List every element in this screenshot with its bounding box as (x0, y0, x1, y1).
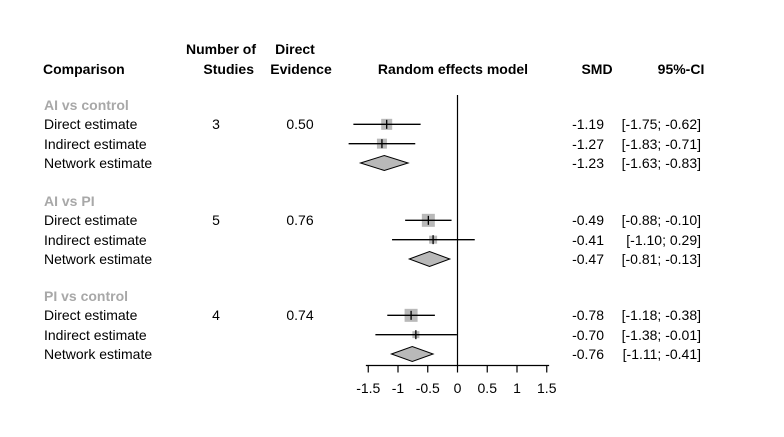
col-header-random-effects-model: Random effects model (377, 61, 529, 77)
studies-value: 4 (212, 307, 220, 324)
studies-value: 3 (212, 116, 220, 133)
row-label: Indirect estimate (44, 326, 147, 343)
x-axis-tick-label: 1 (513, 380, 521, 396)
direct-evidence-value: 0.74 (286, 307, 314, 324)
smd-value: -0.76 (572, 345, 604, 362)
ci-value: [-1.11; -0.41] (622, 345, 701, 362)
network-estimate-diamond (389, 345, 435, 363)
x-axis-tick-label: -1 (392, 380, 405, 396)
row-label: Network estimate (44, 250, 153, 267)
row-label: Direct estimate (44, 116, 138, 133)
smd-value: -0.49 (572, 212, 604, 229)
ci-value: [-1.75; -0.62] (621, 116, 701, 133)
row-label: Network estimate (44, 345, 153, 362)
x-axis-tick-label: -1.5 (356, 380, 380, 396)
ci-value: [-0.88; -0.10] (621, 212, 701, 229)
x-axis-tick-label: 0.5 (478, 380, 498, 396)
group-label: PI vs control (44, 288, 129, 304)
smd-value: -0.41 (572, 231, 604, 248)
col-header-direct-evidence-line2: Evidence (270, 61, 332, 77)
row-label: Network estimate (44, 154, 153, 171)
row-label: Direct estimate (44, 212, 138, 229)
direct-evidence-value: 0.76 (286, 212, 314, 229)
ci-value: [-0.81; -0.13] (621, 250, 701, 267)
row-label: Indirect estimate (44, 231, 147, 248)
network-estimate-diamond (407, 250, 452, 268)
group-label: AI vs control (44, 97, 129, 113)
group-label: AI vs PI (44, 193, 95, 209)
ci-value: [-1.63; -0.83] (621, 154, 701, 171)
studies-value: 5 (212, 212, 220, 229)
col-header-comparison: Comparison (43, 61, 125, 77)
smd-value: -1.27 (572, 135, 604, 152)
x-axis-tick-label: 0 (454, 380, 462, 396)
ci-value: [-1.83; -0.71] (621, 135, 701, 152)
col-header-number-of-studies-line2: Studies (203, 61, 254, 77)
col-header-number-of-studies-line1: Number of (186, 41, 256, 57)
x-axis-tick-label: -0.5 (416, 380, 440, 396)
col-header-95ci: 95%-CI (657, 61, 705, 77)
smd-value: -1.19 (572, 116, 604, 133)
x-axis-tick-label: 1.5 (537, 380, 557, 396)
network-estimate-diamond (358, 154, 410, 172)
ci-value: [-1.10; 0.29] (626, 231, 701, 248)
row-label: Direct estimate (44, 307, 138, 324)
smd-value: -0.47 (572, 250, 604, 267)
col-header-smd: SMD (581, 61, 613, 77)
smd-value: -0.78 (572, 307, 604, 324)
direct-evidence-value: 0.50 (286, 116, 314, 133)
row-label: Indirect estimate (44, 135, 147, 152)
col-header-direct-evidence-line1: Direct (275, 41, 315, 57)
ci-value: [-1.18; -0.38] (621, 307, 701, 324)
ci-value: [-1.38; -0.01] (621, 326, 701, 343)
smd-value: -1.23 (572, 154, 604, 171)
smd-value: -0.70 (572, 326, 604, 343)
